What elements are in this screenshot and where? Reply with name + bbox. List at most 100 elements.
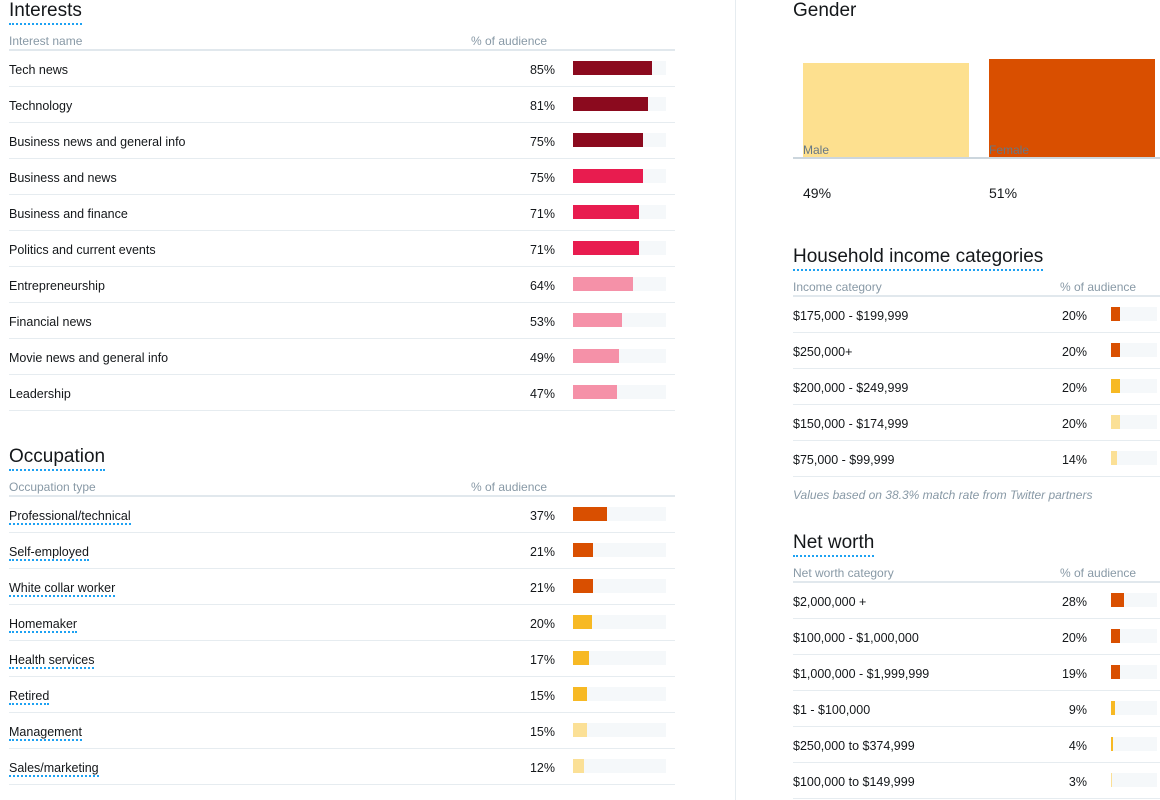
interests-col-name: Interest name [9, 34, 83, 48]
row-name: $250,000+ [793, 345, 853, 359]
gender-value-female: 51% [989, 185, 1018, 201]
table-row: Financial news 53% [9, 303, 675, 339]
row-name[interactable]: Management [9, 725, 82, 741]
bar-fill [573, 277, 633, 291]
bar-fill [573, 385, 617, 399]
bar-track [1111, 415, 1157, 429]
row-percent: 21% [529, 545, 555, 559]
bar-track [1111, 665, 1157, 679]
bar-track [573, 349, 666, 363]
bar-fill [1111, 701, 1116, 715]
table-row: Sales/marketing 12% [9, 749, 675, 785]
row-name: Business and news [9, 171, 117, 185]
row-name: Tech news [9, 63, 69, 77]
table-row: $175,000 - $199,999 20% [793, 297, 1160, 333]
row-name[interactable]: Professional/technical [9, 509, 131, 525]
row-percent: 12% [529, 761, 555, 775]
gender-title: Gender [793, 0, 857, 21]
bar-fill [573, 723, 587, 737]
row-name[interactable]: Sales/marketing [9, 761, 99, 777]
bar-track [1111, 701, 1157, 715]
row-name[interactable]: White collar worker [9, 581, 116, 597]
occupation-rows: Professional/technical 37% Self-employed 21… [9, 497, 675, 785]
bar-fill [1111, 737, 1113, 751]
bar-track [573, 687, 666, 701]
row-percent: 75% [529, 135, 555, 149]
row-percent: 75% [529, 171, 555, 185]
row-percent: 19% [1061, 667, 1087, 681]
bar-track [573, 205, 666, 219]
occupation-title[interactable]: Occupation [9, 446, 106, 471]
income-rows: $175,000 - $199,999 20% $250,000+ 20% $200,0… [793, 297, 1160, 477]
table-row: Homemaker 20% [9, 605, 675, 641]
row-percent: 3% [1068, 775, 1087, 789]
networth-title[interactable]: Net worth [793, 532, 875, 557]
networth-col-pct: % of audience [1060, 566, 1137, 580]
row-percent: 47% [529, 387, 555, 401]
table-row: $100,000 to $149,999 3% [793, 763, 1160, 799]
occupation-section: Occupation Occupation type % of audience… [9, 446, 675, 785]
gender-value-male: 49% [803, 185, 832, 201]
bar-fill [573, 579, 593, 593]
row-percent: 20% [1061, 631, 1087, 645]
row-percent: 15% [529, 689, 555, 703]
bar-track [573, 759, 666, 773]
row-name[interactable]: Retired [9, 689, 50, 705]
bar-track [573, 169, 666, 183]
bar-fill [1111, 773, 1113, 787]
table-row: Health services 17% [9, 641, 675, 677]
bar-track [1111, 451, 1157, 465]
interests-col-pct: % of audience [471, 34, 548, 48]
income-title[interactable]: Household income categories [793, 246, 1044, 271]
bar-track [573, 313, 666, 327]
table-row: $1,000,000 - $1,999,999 19% [793, 655, 1160, 691]
bar-track [573, 241, 666, 255]
interests-table-header: Interest name % of audience [9, 29, 675, 51]
row-name: $200,000 - $249,999 [793, 381, 909, 395]
bar-fill [573, 687, 587, 701]
row-percent: 28% [1061, 595, 1087, 609]
income-col-name: Income category [793, 280, 882, 294]
row-percent: 17% [529, 653, 555, 667]
table-row: $100,000 - $1,000,000 20% [793, 619, 1160, 655]
bar-track [573, 723, 666, 737]
interests-section: Interests Interest name % of audience Te… [9, 0, 675, 411]
table-row: Leadership 47% [9, 375, 675, 411]
gender-bar-male[interactable] [803, 63, 969, 157]
table-row: $2,000,000 + 28% [793, 583, 1160, 619]
bar-track [573, 615, 666, 629]
row-percent: 14% [1061, 453, 1087, 467]
table-row: $250,000 to $374,999 4% [793, 727, 1160, 763]
bar-fill [573, 169, 643, 183]
row-name: $1 - $100,000 [793, 703, 871, 717]
gender-bar-female[interactable] [989, 59, 1155, 157]
networth-section: Net worth Net worth category % of audien… [793, 532, 1160, 799]
row-percent: 20% [1061, 381, 1087, 395]
column-divider [735, 0, 736, 800]
interests-title[interactable]: Interests [9, 0, 82, 25]
table-row: Retired 15% [9, 677, 675, 713]
gender-section: Gender Male Female 49% 51% [793, 0, 1160, 201]
bar-fill [573, 205, 640, 219]
gender-label-male: Male [803, 143, 830, 157]
row-percent: 21% [529, 581, 555, 595]
table-row: Business and news 75% [9, 159, 675, 195]
table-row: Tech news 85% [9, 51, 675, 87]
table-row: $200,000 - $249,999 20% [793, 369, 1160, 405]
bar-track [573, 97, 666, 111]
row-name[interactable]: Homemaker [9, 617, 78, 633]
row-name: Leadership [9, 387, 71, 401]
table-row: $250,000+ 20% [793, 333, 1160, 369]
bar-fill [573, 61, 653, 75]
bar-track [573, 133, 666, 147]
table-row: $150,000 - $174,999 20% [793, 405, 1160, 441]
row-name[interactable]: Health services [9, 653, 95, 669]
row-name: $2,000,000 + [793, 595, 867, 609]
table-row: $75,000 - $99,999 14% [793, 441, 1160, 477]
row-percent: 20% [529, 617, 555, 631]
row-name[interactable]: Self-employed [9, 545, 89, 561]
bar-track [1111, 773, 1157, 787]
bar-track [573, 61, 666, 75]
row-percent: 49% [529, 351, 555, 365]
row-name: Technology [9, 99, 73, 113]
